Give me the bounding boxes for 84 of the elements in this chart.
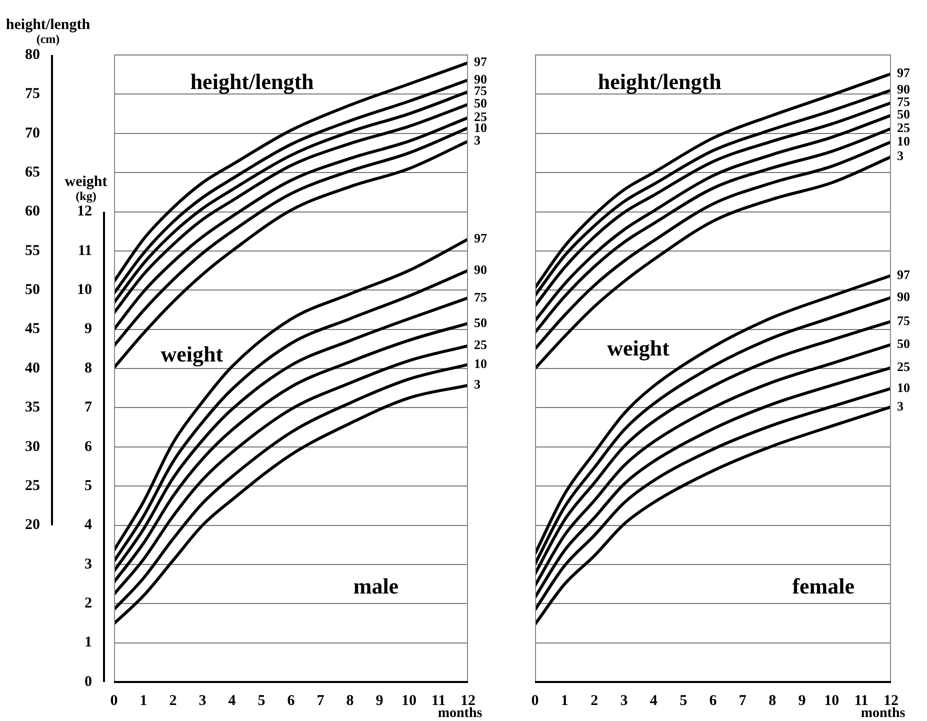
annotation: weight <box>607 335 670 360</box>
y2-tick-label: 65 <box>25 164 40 180</box>
x-tick-label: 11 <box>854 692 868 709</box>
series-label: 10 <box>897 380 910 395</box>
y2-tick-label: 20 <box>25 517 40 534</box>
series-label: 90 <box>897 288 910 304</box>
series-label: 50 <box>474 96 487 111</box>
x-tick-label: 7 <box>316 692 325 709</box>
x-tick-label: 0 <box>531 692 539 709</box>
y-tick-label: 11 <box>78 242 92 259</box>
series-label: 10 <box>474 356 487 371</box>
annotation: height/length <box>190 68 314 94</box>
y-tick-label: 0 <box>84 674 92 690</box>
y2-tick-label: 55 <box>25 242 40 259</box>
x-axis-title: months <box>860 706 906 721</box>
series-label: 75 <box>474 289 488 304</box>
x-tick-label: 4 <box>650 692 658 709</box>
annotation: weight <box>160 342 224 367</box>
y-tick-label: 2 <box>84 596 92 612</box>
y2-tick-label: 40 <box>25 360 40 376</box>
series-label: 3 <box>474 376 481 392</box>
y-tick-label: 12 <box>77 204 92 220</box>
y-tick-label: 8 <box>84 360 92 376</box>
y2-tick-label: 30 <box>25 438 40 455</box>
y2-tick-label: 80 <box>25 46 40 63</box>
y-tick-label: 1 <box>84 634 92 651</box>
x-tick-label: 8 <box>346 692 354 709</box>
series-label: 97 <box>897 266 910 282</box>
series-label: 10 <box>897 133 910 148</box>
x-tick-label: 8 <box>768 692 776 709</box>
y-tick-label: 7 <box>84 400 92 416</box>
x-tick-label: 3 <box>198 692 206 709</box>
annotation: female <box>792 574 855 599</box>
y2-tick-label: 75 <box>25 86 40 102</box>
x-tick-label: 1 <box>560 692 568 709</box>
x-tick-label: 1 <box>140 692 148 709</box>
y2-tick-label: 35 <box>25 400 40 416</box>
x-axis-title: months <box>438 706 483 721</box>
x-tick-label: 10 <box>824 692 840 709</box>
series-label: 3 <box>897 148 904 164</box>
series-label: 97 <box>474 230 488 246</box>
x-tick-label: 9 <box>376 692 384 709</box>
series-label: 50 <box>897 336 910 351</box>
annotation: height/length <box>598 68 722 94</box>
x-tick-label: 3 <box>620 692 628 709</box>
y-tick-label: 5 <box>84 478 92 494</box>
y-tick-label: 4 <box>84 517 92 534</box>
series-label: 3 <box>474 132 481 148</box>
x-tick-label: 6 <box>287 692 296 709</box>
x-tick-label: 2 <box>169 692 177 709</box>
y-tick-label: 6 <box>84 438 92 455</box>
x-tick-label: 0 <box>110 692 118 709</box>
x-tick-label: 9 <box>798 692 806 709</box>
x-tick-label: 6 <box>709 692 718 709</box>
series-label: 75 <box>897 312 910 328</box>
x-tick-label: 7 <box>738 692 747 709</box>
y2-axis-title: height/length (cm) <box>6 17 91 46</box>
y2-tick-label: 70 <box>25 125 40 142</box>
series-label: 25 <box>897 359 910 374</box>
x-tick-label: 4 <box>228 692 236 709</box>
y-axis-title: weight (kg) <box>64 174 108 203</box>
series-label: 50 <box>897 106 910 122</box>
y2-tick-label: 50 <box>25 282 40 298</box>
series-label: 3 <box>897 398 904 414</box>
x-tick-label: 11 <box>431 692 446 709</box>
y-tick-label: 9 <box>84 321 92 338</box>
y2-tick-label: 25 <box>25 478 40 494</box>
x-tick-label: 5 <box>680 692 688 709</box>
annotation: male <box>353 574 399 599</box>
series-label: 90 <box>897 82 910 97</box>
series-label: 25 <box>897 120 910 136</box>
series-label: 97 <box>474 54 488 70</box>
series-label: 25 <box>474 337 488 352</box>
x-tick-label: 2 <box>590 692 598 709</box>
y-tick-label: 3 <box>84 556 92 572</box>
series-label: 75 <box>897 94 910 110</box>
x-tick-label: 5 <box>258 692 266 709</box>
x-tick-label: 10 <box>402 692 416 709</box>
series-label: 90 <box>474 262 487 277</box>
y2-tick-label: 45 <box>25 321 40 338</box>
y-tick-label: 10 <box>77 282 92 298</box>
series-label: 97 <box>897 65 910 80</box>
y2-tick-label: 60 <box>25 204 40 220</box>
series-label: 50 <box>474 314 487 330</box>
